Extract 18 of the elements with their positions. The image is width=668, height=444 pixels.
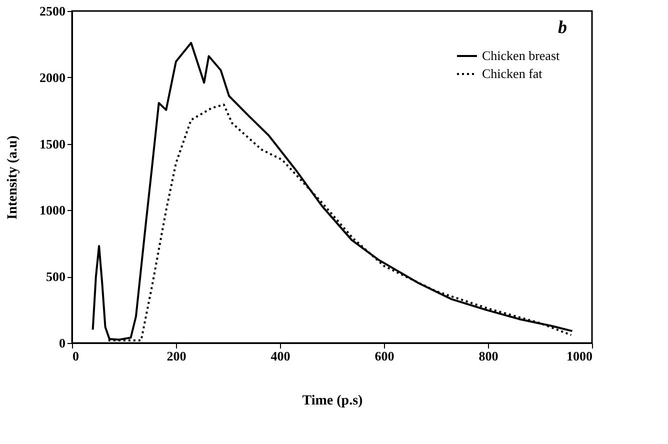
y-axis-title: Intensity (a.u) [6, 135, 20, 220]
legend-label: Chicken breast [482, 48, 560, 63]
x-tick-label: 200 [166, 348, 186, 364]
x-tick-label: 0 [72, 348, 79, 364]
x-tick-label: 600 [374, 348, 394, 364]
legend-label: Chicken fat [482, 66, 543, 81]
x-tick-label: 400 [270, 348, 290, 364]
y-tick-label: 2500 [40, 4, 66, 18]
x-tick-label: 800 [478, 348, 498, 364]
y-tick-label: 1000 [40, 202, 66, 218]
y-tick-label: 2000 [40, 70, 66, 85]
annotation: b [558, 17, 567, 37]
line-series [92, 42, 574, 341]
x-tick-label: 1000 [566, 348, 592, 364]
y-tick-label: 1500 [40, 136, 66, 152]
y-tick-label: 500 [46, 269, 66, 284]
y-tick-label: 0 [59, 336, 66, 350]
x-axis-title: Time (p.s) [302, 394, 364, 408]
